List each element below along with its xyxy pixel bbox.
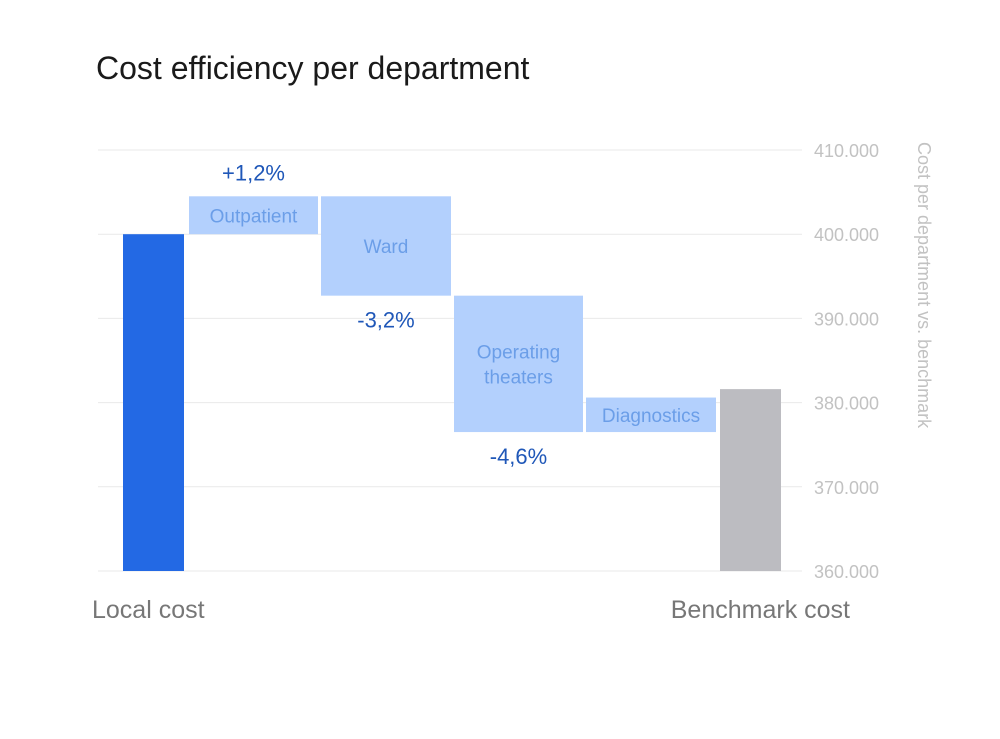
step-bar — [189, 196, 318, 235]
y-tick-label: 370.000 — [814, 478, 879, 498]
y-axis-title: Cost per department vs. benchmark — [914, 142, 934, 429]
step-label: Operating — [477, 342, 560, 363]
y-tick-label: 390.000 — [814, 309, 879, 329]
labels: Local cost Benchmark cost Outpatient +1,2% W… — [92, 160, 850, 624]
y-tick-label: 380.000 — [814, 394, 879, 414]
y-tick-label: 360.000 — [814, 562, 879, 582]
change-label: -4,6% — [490, 444, 547, 469]
change-label: -3,2% — [357, 308, 414, 333]
step-label: Diagnostics — [602, 406, 700, 427]
gridlines — [98, 149, 802, 572]
y-tick-label: 410.000 — [814, 141, 879, 161]
category-label: Local cost — [92, 596, 205, 624]
step-bar — [321, 196, 451, 296]
bars — [123, 196, 781, 571]
total-bar-local — [123, 234, 184, 571]
change-label: +1,2% — [222, 160, 285, 185]
category-label: Benchmark cost — [671, 596, 850, 624]
step-label: theaters — [484, 367, 553, 388]
y-axis: 360.000 370.000 380.000 390.000 400.000 410.0… — [814, 141, 934, 582]
step-bar — [586, 397, 716, 433]
y-tick-label: 400.000 — [814, 225, 879, 245]
chart-title: Cost efficiency per department — [96, 50, 530, 86]
step-bar — [454, 295, 583, 433]
total-bar-benchmark — [720, 389, 781, 571]
step-label: Ward — [364, 237, 409, 258]
step-label: Outpatient — [210, 206, 298, 227]
